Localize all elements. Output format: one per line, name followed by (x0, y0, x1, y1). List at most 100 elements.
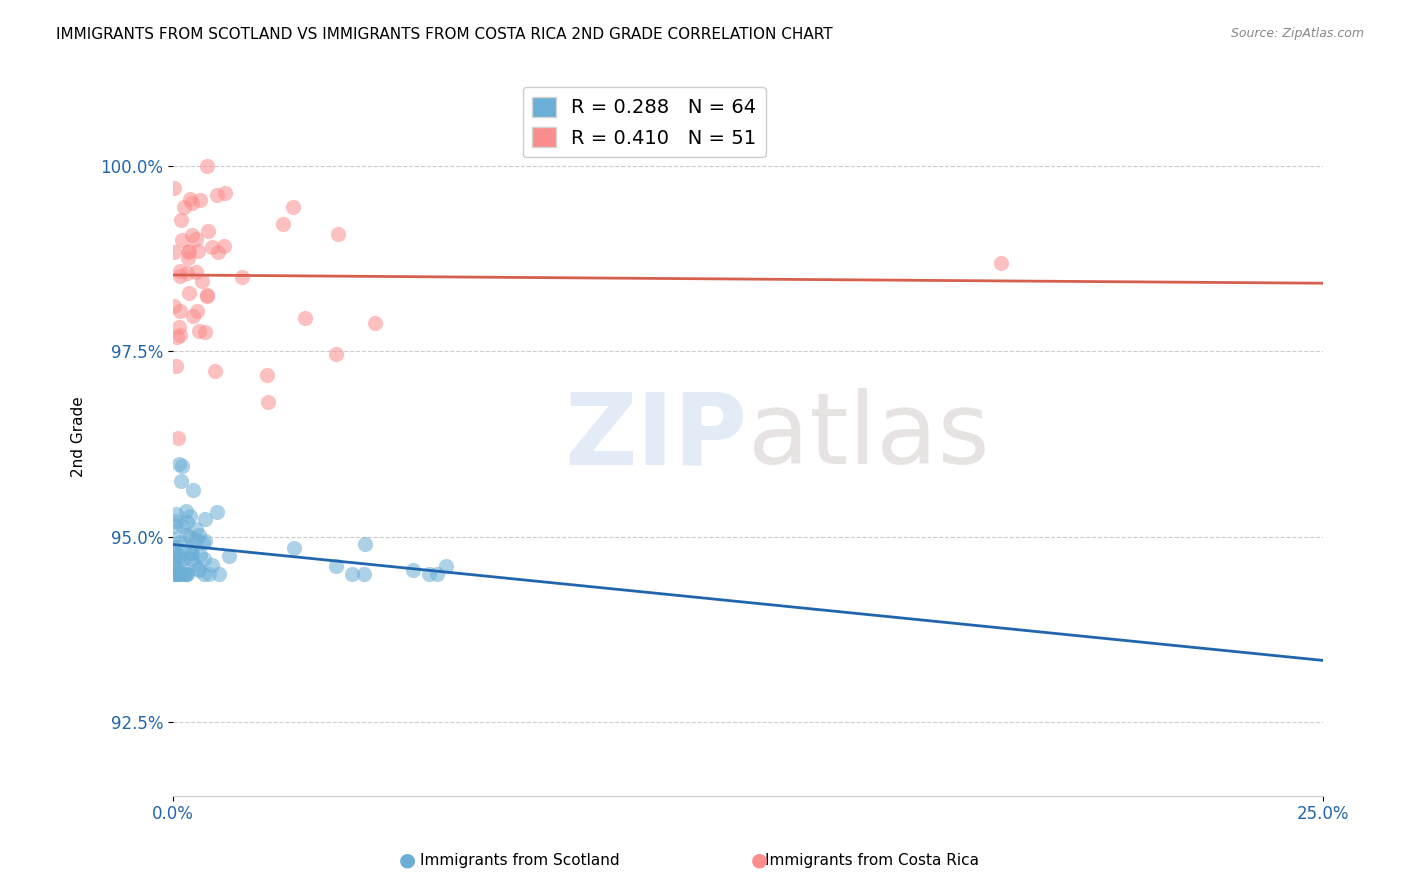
Immigrants from Costa Rica (169, 304, 191, 318)
Immigrants from Scotland (174, 527, 197, 541)
Immigrants from Costa Rica (177, 251, 200, 265)
Immigrants from Scotland (179, 509, 201, 524)
Immigrants from Scotland (218, 549, 240, 563)
Immigrants from Scotland (162, 557, 184, 571)
Immigrants from Costa Rica (184, 232, 207, 246)
Immigrants from Costa Rica (990, 255, 1012, 269)
Immigrants from Costa Rica (188, 325, 211, 339)
Immigrants from Scotland (193, 566, 215, 581)
Text: atlas: atlas (748, 388, 990, 485)
Immigrants from Costa Rica (197, 224, 219, 238)
Immigrants from Scotland (191, 536, 214, 550)
Immigrants from Scotland (170, 474, 193, 488)
Immigrants from Scotland (176, 566, 198, 581)
Immigrants from Scotland (176, 566, 198, 581)
Text: ●: ● (751, 850, 768, 869)
Immigrants from Scotland (180, 541, 202, 555)
Immigrants from Scotland (162, 533, 184, 547)
Immigrants from Costa Rica (191, 274, 214, 288)
Immigrants from Scotland (186, 533, 208, 547)
Immigrants from Scotland (188, 563, 211, 577)
Immigrants from Scotland (193, 533, 215, 548)
Immigrants from Costa Rica (169, 328, 191, 343)
Immigrants from Costa Rica (194, 325, 217, 339)
Immigrants from Scotland (173, 566, 195, 581)
Immigrants from Scotland (176, 515, 198, 529)
Immigrants from Costa Rica (179, 244, 201, 258)
Immigrants from Costa Rica (364, 316, 387, 330)
Immigrants from Scotland (179, 530, 201, 544)
Immigrants from Scotland (163, 560, 186, 574)
Immigrants from Scotland (187, 562, 209, 576)
Immigrants from Costa Rica (163, 299, 186, 313)
Immigrants from Scotland (325, 558, 347, 573)
Immigrants from Scotland (165, 566, 187, 581)
Immigrants from Scotland (183, 483, 205, 497)
Immigrants from Costa Rica (166, 330, 188, 344)
Immigrants from Scotland (167, 457, 190, 471)
Y-axis label: 2nd Grade: 2nd Grade (72, 396, 86, 477)
Immigrants from Scotland (165, 518, 187, 533)
Immigrants from Costa Rica (204, 364, 226, 378)
Immigrants from Costa Rica (167, 320, 190, 334)
Immigrants from Costa Rica (163, 244, 186, 259)
Immigrants from Costa Rica (281, 200, 304, 214)
Immigrants from Costa Rica (177, 245, 200, 260)
Immigrants from Scotland (165, 507, 187, 521)
Immigrants from Scotland (169, 549, 191, 563)
Immigrants from Scotland (283, 541, 305, 555)
Immigrants from Costa Rica (207, 244, 229, 259)
Immigrants from Scotland (402, 563, 425, 577)
Immigrants from Scotland (163, 546, 186, 560)
Text: Source: ZipAtlas.com: Source: ZipAtlas.com (1230, 27, 1364, 40)
Immigrants from Costa Rica (294, 311, 316, 326)
Immigrants from Costa Rica (205, 188, 228, 202)
Immigrants from Scotland (170, 459, 193, 474)
Immigrants from Costa Rica (214, 186, 236, 200)
Immigrants from Scotland (205, 505, 228, 519)
Immigrants from Costa Rica (184, 265, 207, 279)
Immigrants from Costa Rica (170, 233, 193, 247)
Immigrants from Costa Rica (179, 193, 201, 207)
Immigrants from Scotland (184, 522, 207, 536)
Immigrants from Costa Rica (165, 359, 187, 373)
Immigrants from Costa Rica (195, 159, 218, 173)
Immigrants from Scotland (170, 566, 193, 581)
Immigrants from Scotland (418, 566, 440, 581)
Immigrants from Scotland (187, 527, 209, 541)
Immigrants from Costa Rica (186, 304, 208, 318)
Immigrants from Costa Rica (170, 212, 193, 227)
Immigrants from Costa Rica (180, 228, 202, 243)
Text: ZIP: ZIP (565, 388, 748, 485)
Immigrants from Costa Rica (212, 238, 235, 252)
Immigrants from Costa Rica (169, 264, 191, 278)
Immigrants from Costa Rica (166, 431, 188, 445)
Immigrants from Scotland (434, 559, 457, 574)
Immigrants from Scotland (426, 566, 449, 581)
Immigrants from Scotland (166, 566, 188, 581)
Immigrants from Costa Rica (173, 201, 195, 215)
Immigrants from Scotland (170, 519, 193, 533)
Immigrants from Scotland (169, 535, 191, 549)
Immigrants from Scotland (180, 546, 202, 560)
Immigrants from Costa Rica (201, 240, 224, 254)
Immigrants from Scotland (165, 514, 187, 528)
Immigrants from Costa Rica (180, 195, 202, 210)
Immigrants from Scotland (183, 557, 205, 571)
Text: Immigrants from Costa Rica: Immigrants from Costa Rica (765, 854, 979, 868)
Immigrants from Scotland (197, 566, 219, 581)
Immigrants from Costa Rica (256, 368, 278, 382)
Text: ●: ● (399, 850, 416, 869)
Immigrants from Scotland (181, 546, 204, 560)
Immigrants from Costa Rica (176, 266, 198, 280)
Immigrants from Scotland (180, 552, 202, 566)
Immigrants from Scotland (201, 558, 224, 573)
Immigrants from Costa Rica (326, 227, 349, 241)
Immigrants from Costa Rica (257, 395, 280, 409)
Immigrants from Scotland (174, 566, 197, 581)
Immigrants from Costa Rica (195, 289, 218, 303)
Text: IMMIGRANTS FROM SCOTLAND VS IMMIGRANTS FROM COSTA RICA 2ND GRADE CORRELATION CHA: IMMIGRANTS FROM SCOTLAND VS IMMIGRANTS F… (56, 27, 832, 42)
Immigrants from Costa Rica (273, 217, 295, 231)
Immigrants from Scotland (353, 566, 375, 581)
Immigrants from Scotland (342, 566, 364, 581)
